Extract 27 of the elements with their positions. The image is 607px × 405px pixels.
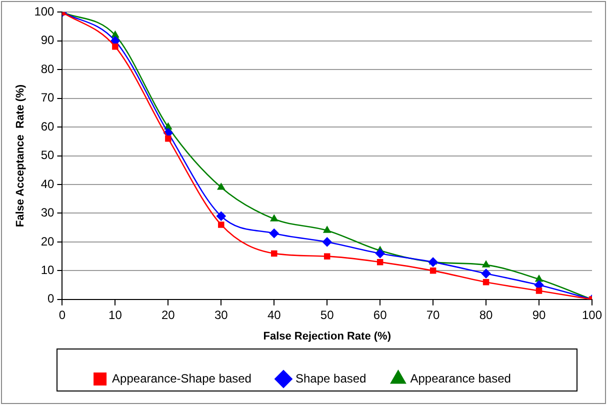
y-tick-label: 20 <box>40 234 55 248</box>
y-tick-label: 10 <box>40 262 55 277</box>
x-tick-label: 20 <box>161 308 176 322</box>
x-tick-label: 90 <box>532 308 546 322</box>
x-tick-label: 60 <box>373 308 388 322</box>
x-tick-label: 70 <box>426 308 440 322</box>
y-tick-label: 40 <box>40 176 55 191</box>
x-tick-label: 50 <box>320 308 334 322</box>
x-axis-title: False Rejection Rate (%) <box>263 330 392 342</box>
y-tick-label: 30 <box>40 206 55 220</box>
y-tick-label: 60 <box>40 119 55 134</box>
x-tick-label: 30 <box>214 308 228 322</box>
x-tick-label: 100 <box>582 308 602 322</box>
legend-label: Appearance based <box>410 371 511 386</box>
y-tick-label: 70 <box>40 90 55 105</box>
legend-label: Shape based <box>295 371 366 386</box>
x-tick-label: 40 <box>267 308 282 322</box>
y-tick-label: 90 <box>40 33 55 48</box>
y-tick-label: 0 <box>48 292 55 306</box>
y-tick-label: 100 <box>34 4 55 19</box>
y-tick-label: 50 <box>40 148 55 162</box>
x-tick-label: 80 <box>479 308 494 322</box>
legend-label: Appearance-Shape based <box>112 371 252 386</box>
y-axis-title: False Acceptance Rate (%) <box>14 84 27 228</box>
x-tick-label: 10 <box>108 308 122 322</box>
y-tick-label: 80 <box>40 62 55 76</box>
x-tick-label: 0 <box>58 308 66 322</box>
